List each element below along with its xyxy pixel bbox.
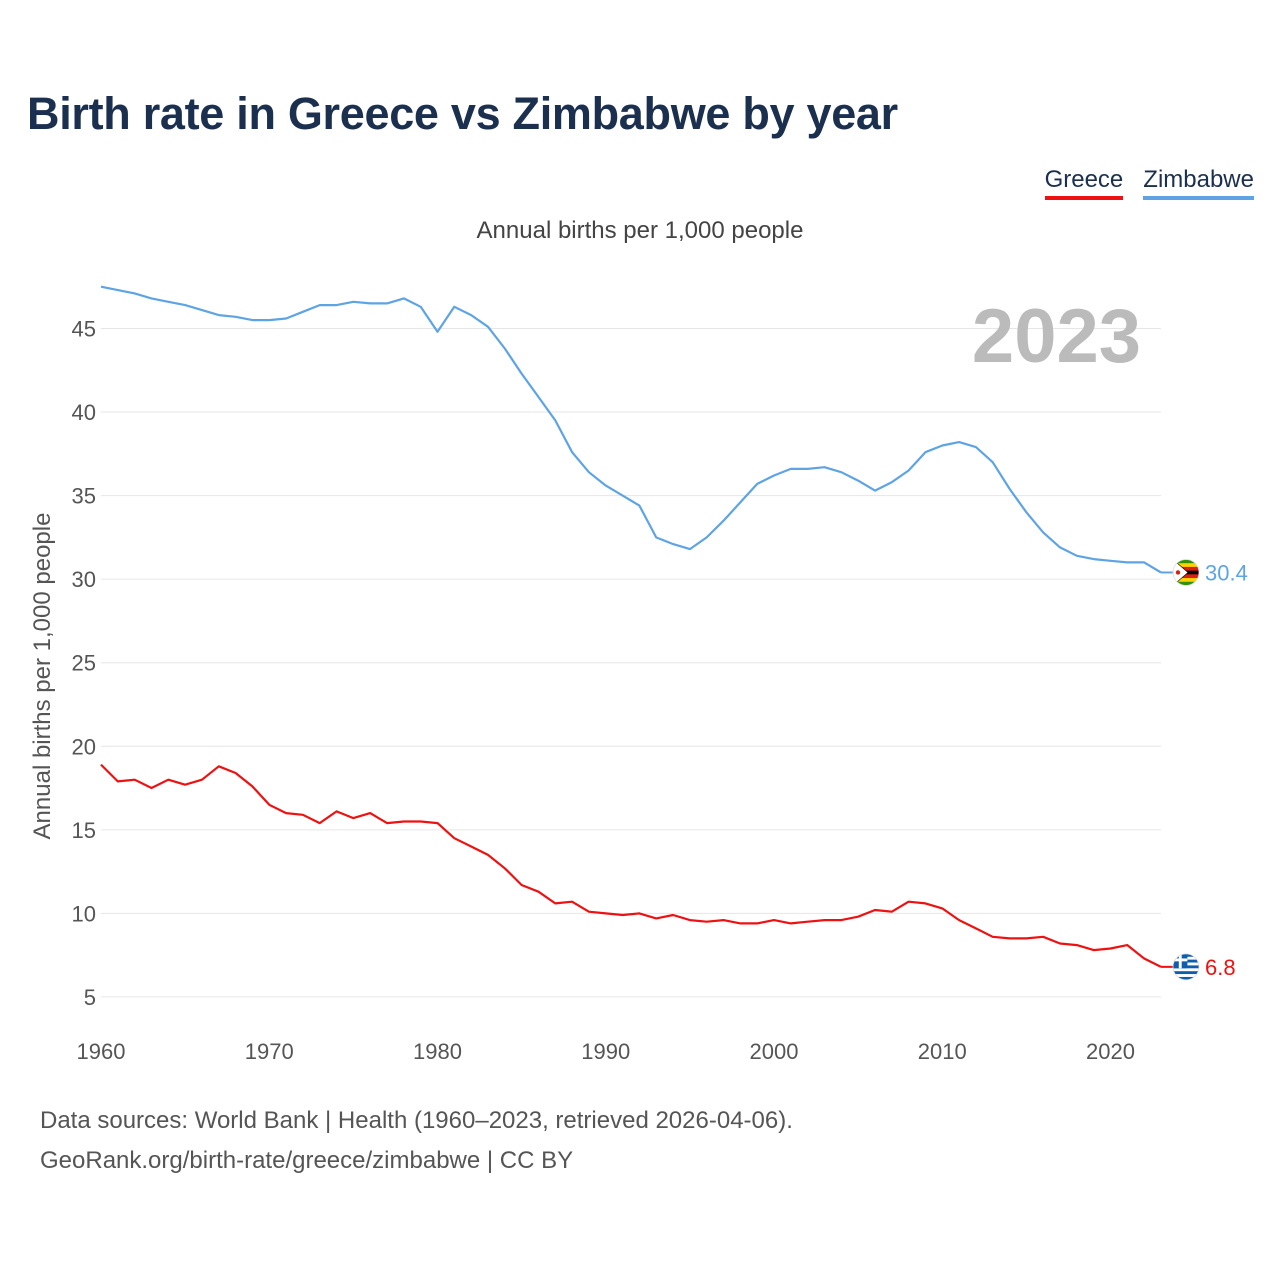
y-tick-label: 45 (72, 316, 96, 341)
y-tick-label: 25 (72, 651, 96, 676)
x-tick-label: 2000 (750, 1039, 799, 1064)
x-tick-label: 1970 (245, 1039, 294, 1064)
x-tick-label: 1980 (413, 1039, 462, 1064)
end-label-greece: 6.8 (1205, 955, 1236, 980)
x-tick-label: 2010 (918, 1039, 967, 1064)
y-tick-label: 5 (84, 985, 96, 1010)
x-axis: 1960 1970 1980 1990 2000 2010 2020 (77, 1039, 1135, 1064)
y-axis: 5 10 15 20 25 30 35 40 45 (72, 316, 96, 1009)
x-tick-label: 1990 (581, 1039, 630, 1064)
series-group (100, 285, 1162, 968)
line-chart: 5 10 15 20 25 30 35 40 45 1960 1970 1980 1990 2000 20… (29, 285, 1248, 1064)
source-line-2[interactable]: GeoRank.org/birth-rate/greece/zimbabwe |… (40, 1147, 574, 1174)
y-axis-label: Annual births per 1,000 people (29, 513, 56, 840)
chart-subtitle: Annual births per 1,000 people (476, 217, 804, 244)
end-markers: 30.4 6.8 (1161, 559, 1248, 981)
y-tick-label: 20 (72, 734, 96, 759)
year-label: 2023 (972, 294, 1141, 379)
y-tick-label: 30 (72, 567, 96, 592)
source-line-1: Data sources: World Bank | Health (1960–… (40, 1107, 793, 1134)
end-label-zimbabwe: 30.4 (1205, 560, 1248, 585)
legend: Greece Zimbabwe (1044, 166, 1254, 200)
x-tick-label: 1960 (77, 1039, 126, 1064)
y-tick-label: 40 (72, 400, 96, 425)
series-line-greece (100, 763, 1162, 968)
series-line-zimbabwe (100, 285, 1162, 574)
zimbabwe-flag-icon (1172, 559, 1200, 586)
y-tick-label: 10 (72, 901, 96, 926)
x-tick-label: 2020 (1086, 1039, 1135, 1064)
greece-flag-icon (1172, 953, 1200, 981)
y-tick-label: 35 (72, 484, 96, 509)
legend-item-zimbabwe[interactable]: Zimbabwe (1143, 166, 1254, 200)
y-tick-label: 15 (72, 818, 96, 843)
chart-title: Birth rate in Greece vs Zimbabwe by year (27, 88, 898, 139)
legend-item-greece[interactable]: Greece (1044, 166, 1124, 200)
gridlines (101, 327, 1161, 998)
